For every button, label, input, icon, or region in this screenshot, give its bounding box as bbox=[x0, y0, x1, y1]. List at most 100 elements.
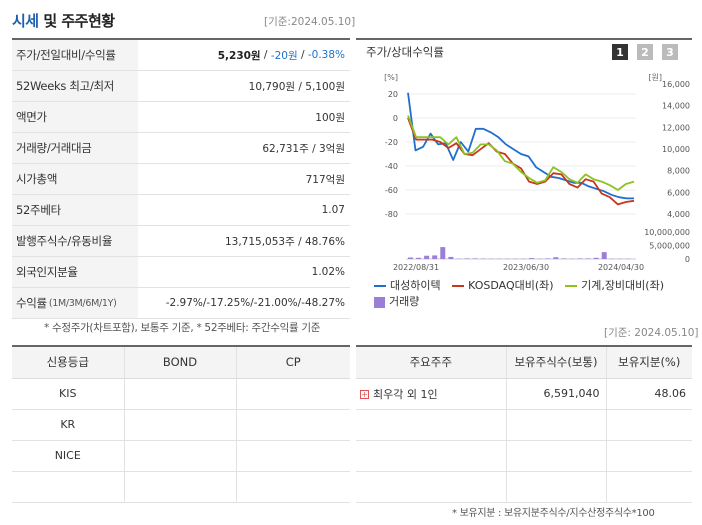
holder-name: 최우각 외 1인 bbox=[373, 387, 438, 401]
table-row bbox=[356, 471, 692, 503]
row-beta: 52주베타 1.07 bbox=[12, 195, 350, 226]
right-axis-unit: [원] bbox=[648, 73, 662, 82]
price-label: 주가/전일대비/수익률 bbox=[12, 40, 138, 70]
series-line-2 bbox=[407, 115, 635, 191]
page-title: 시세 및 주주현황 bbox=[12, 12, 115, 30]
legend-item: 기계,장비대비(좌) bbox=[565, 278, 664, 294]
x-tick-label: 2023/06/30 bbox=[503, 263, 549, 272]
row-price: 주가/전일대비/수익률 5,230원 / -20원 / -0.38% bbox=[12, 40, 350, 71]
volume-label: 거래량/거래대금 bbox=[12, 133, 138, 163]
right-tick-label: 8,000 bbox=[667, 167, 690, 176]
row-52weeks: 52Weeks 최고/최저 10,790원 / 5,100원 bbox=[12, 71, 350, 102]
w52-value: 10,790원 / 5,100원 bbox=[248, 80, 345, 93]
col-header: 신용등급 bbox=[12, 347, 124, 379]
left-tick-label: -80 bbox=[385, 210, 398, 219]
foreign-label: 외국인지분율 bbox=[12, 257, 138, 287]
row-volume: 거래량/거래대금 62,731주 / 3억원 bbox=[12, 133, 350, 164]
chart-panel bbox=[356, 38, 692, 316]
volume-value: 62,731주 / 3억원 bbox=[262, 142, 345, 155]
volume-bar bbox=[601, 252, 607, 259]
return-value: -2.97% / -17.25% / -21.00% / -48.27% bbox=[165, 297, 345, 309]
right-tick-label: 14,000 bbox=[662, 102, 690, 111]
col-header: CP bbox=[235, 347, 350, 379]
left-tick-label: 20 bbox=[388, 90, 398, 99]
row-return: 수익률 (1M/3M/6M/1Y) -2.97% / -17.25% / -21.00… bbox=[12, 288, 350, 319]
volume-bar bbox=[585, 258, 591, 259]
volume-bar bbox=[577, 258, 583, 259]
col-header: 보유주식수(보통) bbox=[505, 347, 606, 379]
foreign-value: 1.02% bbox=[311, 266, 345, 278]
volume-bar bbox=[553, 257, 559, 259]
row-par: 액면가 100원 bbox=[12, 102, 350, 133]
return-label: 수익률 (1M/3M/6M/1Y) bbox=[12, 288, 138, 318]
left-axis-unit: [%] bbox=[384, 73, 398, 82]
price-summary-table: 주가/전일대비/수익률 5,230원 / -20원 / -0.38% 52Wee… bbox=[12, 38, 350, 319]
volume-bar bbox=[424, 255, 430, 259]
mcap-value: 717억원 bbox=[305, 173, 345, 186]
table-row: + 최우각 외 1인 6,591,040 48.06 bbox=[356, 378, 692, 410]
credit-rating-table: 신용등급 BOND CP KIS KR NICE bbox=[12, 345, 350, 503]
chart-tab-1[interactable]: 1 bbox=[612, 44, 628, 60]
table-row bbox=[12, 471, 350, 503]
volume-bar bbox=[448, 256, 454, 259]
table-row bbox=[356, 409, 692, 441]
volume-bar bbox=[561, 258, 567, 259]
volume-bar bbox=[440, 247, 446, 259]
legend-item: 대성하이텍 bbox=[374, 278, 441, 294]
row-mcap: 시가총액 717억원 bbox=[12, 164, 350, 195]
table-row: NICE bbox=[12, 440, 350, 472]
par-label: 액면가 bbox=[12, 102, 138, 132]
volume-bar bbox=[529, 258, 535, 259]
price-chart: [%] [원] 20 0 -20 -40 -60 -80 16,000 14,000 12,000 1… bbox=[384, 73, 690, 272]
legend-item: 거래량 bbox=[374, 294, 419, 310]
beta-value: 1.07 bbox=[321, 204, 345, 216]
table-row: KIS bbox=[12, 378, 350, 410]
col-header: BOND bbox=[123, 347, 236, 379]
right-tick-label: 16,000 bbox=[662, 80, 690, 89]
beta-label: 52주베타 bbox=[12, 195, 138, 225]
volume-bar bbox=[432, 255, 438, 259]
x-tick-label: 2024/04/30 bbox=[598, 263, 644, 272]
table-row: KR bbox=[12, 409, 350, 441]
shares-label: 발행주식수/유동비율 bbox=[12, 226, 138, 256]
series-line-1 bbox=[407, 117, 635, 206]
right-tick-label: 10,000 bbox=[662, 145, 690, 154]
base-date-holders: [기준: 2024.05.10] bbox=[604, 327, 699, 339]
row-shares: 발행주식수/유동비율 13,715,053주 / 48.76% bbox=[12, 226, 350, 257]
left-tick-label: -20 bbox=[385, 138, 398, 147]
summary-note: * 수정주가(차트포함), 보통주 기준, * 52주베타: 주간수익률 기준 bbox=[44, 322, 321, 334]
volume-bar bbox=[593, 257, 599, 259]
chart-title: 주가/상대수익률 bbox=[366, 45, 444, 59]
left-tick-label: -60 bbox=[385, 186, 398, 195]
par-value: 100원 bbox=[315, 111, 345, 124]
col-header: 보유지분(%) bbox=[605, 347, 692, 379]
right-tick-label: 6,000 bbox=[667, 188, 690, 197]
right-tick-label: 12,000 bbox=[662, 123, 690, 132]
volume-bar bbox=[408, 257, 413, 259]
table-row bbox=[356, 440, 692, 472]
volume-bar bbox=[472, 258, 478, 259]
base-date: [기준:2024.05.10] bbox=[264, 16, 356, 28]
series-line-0 bbox=[407, 92, 634, 200]
volume-bar bbox=[416, 257, 422, 259]
volume-bar bbox=[464, 258, 470, 259]
chart-tab-3[interactable]: 3 bbox=[662, 44, 678, 60]
x-tick-label: 2022/08/31 bbox=[393, 263, 439, 272]
major-holders-table: 주요주주 보유주식수(보통) 보유지분(%) + 최우각 외 1인 6,591,0… bbox=[356, 345, 692, 503]
volume-bar bbox=[545, 258, 551, 259]
chart-legend: 대성하이텍 KOSDAQ대비(좌) 기계,장비대비(좌) 거래량 bbox=[374, 276, 690, 313]
holders-note: * 보유지분 : 보유지분주식수/지수산정주식수*100 bbox=[452, 508, 655, 519]
price-value: 5,230원 / -20원 / -0.38% bbox=[217, 49, 345, 62]
expand-icon[interactable]: + bbox=[360, 390, 369, 399]
volume-tick-label: 0 bbox=[685, 255, 690, 264]
volume-tick-label: 10,000,000 bbox=[644, 228, 690, 237]
shares-value: 13,715,053주 / 48.76% bbox=[224, 235, 345, 248]
right-tick-label: 4,000 bbox=[667, 210, 690, 219]
left-tick-label: -40 bbox=[385, 162, 398, 171]
w52-label: 52Weeks 최고/최저 bbox=[12, 71, 138, 101]
chart-tab-2[interactable]: 2 bbox=[637, 44, 653, 60]
row-foreign: 외국인지분율 1.02% bbox=[12, 257, 350, 288]
volume-tick-label: 5,000,000 bbox=[649, 242, 690, 251]
left-tick-label: 0 bbox=[393, 114, 398, 123]
mcap-label: 시가총액 bbox=[12, 164, 138, 194]
